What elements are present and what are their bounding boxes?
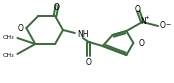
Text: O: O xyxy=(17,23,23,33)
Text: O: O xyxy=(160,21,166,29)
Text: CH₃: CH₃ xyxy=(3,53,14,58)
Text: O: O xyxy=(86,58,92,67)
Text: CH₃: CH₃ xyxy=(3,35,14,40)
Text: NH: NH xyxy=(77,29,88,39)
Text: N: N xyxy=(140,17,146,25)
Text: +: + xyxy=(145,15,150,20)
Text: O: O xyxy=(54,3,60,12)
Text: O: O xyxy=(138,39,144,47)
Text: O: O xyxy=(134,4,140,14)
Text: −: − xyxy=(165,21,170,26)
